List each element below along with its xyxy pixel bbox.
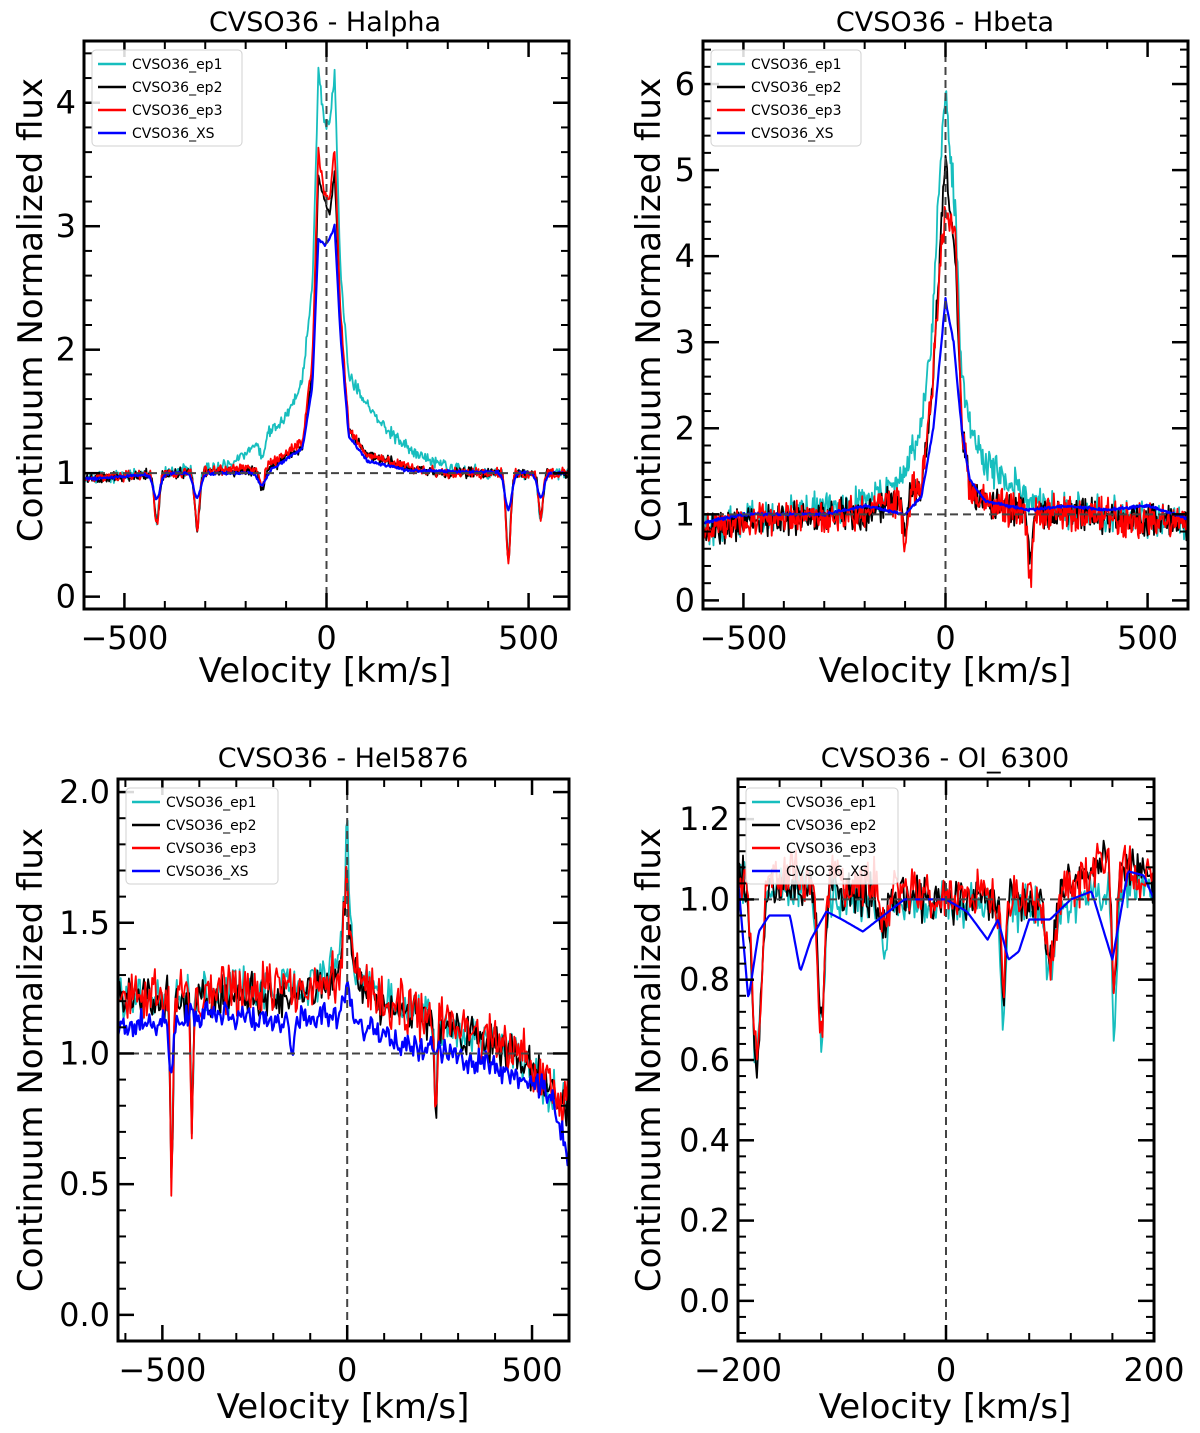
y-axis-label: Continuum Normalized flux [629,78,669,542]
legend-entry-label: CVSO36_ep1 [751,57,841,73]
x-tick-label: 500 [1117,619,1178,657]
y-tick-label: 4 [56,84,76,122]
y-tick-label: 6 [675,65,695,103]
plot-area: −500 0 50001234CVSO36_ep1CVSO36_ep2CVSO36_… [56,39,571,657]
x-axis-label: Velocity [km/s] [819,651,1072,691]
legend-box [125,787,279,885]
legend: CVSO36_ep1 CVSO36_ep2 CVSO36_ep3 CVSO36_XS [745,787,899,885]
y-tick-label: 1.2 [679,800,730,838]
panel-title: CVSO36 - Halpha [209,7,441,38]
panel-oi6300: CVSO36 - OI_6300 −200 0 200 0.0 0.2 0.4 0.6 0.8… [629,743,1185,1427]
y-tick-label: 3 [56,207,76,245]
panel-title: CVSO36 - HeI5876 [218,743,469,774]
legend-entry-label: CVSO36_XS [786,864,869,880]
y-tick-label: 2.0 [59,773,110,811]
y-tick-label: 2 [56,331,76,369]
legend-entry-label: CVSO36_ep3 [751,103,841,119]
panel-halpha: CVSO36 - Halpha −500 0 50001234CVSO36_ep1C… [11,7,571,691]
panel-hbeta: CVSO36 - Hbeta −500 0 5000123456CVSO36_ep1… [629,7,1190,691]
y-tick-label: 0.0 [679,1282,730,1320]
legend-entry-label: CVSO36_XS [751,126,834,142]
y-axis-label: Continuum Normalized flux [11,828,51,1292]
y-tick-label: 4 [675,237,695,275]
y-tick-label: 5 [675,151,695,189]
x-tick-label: 500 [498,619,559,657]
y-tick-label: 0.0 [59,1296,110,1334]
legend-box [745,787,899,885]
series-line-CVSO36_XS [118,980,569,1167]
legend-entry-label: CVSO36_ep2 [751,80,841,96]
legend: CVSO36_ep1 CVSO36_ep2 CVSO36_ep3 CVSO36_XS [125,787,279,885]
plot-area: −500 0 5000123456CVSO36_ep1CVSO36_ep2CVSO3… [675,39,1190,657]
y-axis-label: Continuum Normalized flux [11,78,51,542]
legend-entry-label: CVSO36_ep2 [132,80,222,96]
x-tick-label: 0 [337,1351,357,1389]
y-tick-label: 0 [675,581,695,619]
x-tick-label: 0 [935,619,955,657]
legend: CVSO36_ep1 CVSO36_ep2 CVSO36_ep3 CVSO36_XS [91,49,243,147]
y-tick-label: 0.8 [679,961,730,999]
y-axis-label: Continuum Normalized flux [629,828,669,1292]
y-tick-label: 3 [675,323,695,361]
x-tick-label: −500 [80,619,168,657]
x-tick-label: 0 [316,619,336,657]
x-axis-label: Velocity [km/s] [819,1387,1072,1427]
legend-entry-label: CVSO36_ep1 [786,795,876,811]
legend-box [710,49,862,147]
y-tick-label: 1 [56,454,76,492]
legend-entry-label: CVSO36_ep2 [166,818,256,834]
x-tick-label: −200 [694,1351,782,1389]
y-tick-label: 0.5 [59,1165,110,1203]
y-tick-label: 0.6 [679,1041,730,1079]
legend-entry-label: CVSO36_ep3 [786,841,876,857]
legend-entry-label: CVSO36_ep3 [132,103,222,119]
y-tick-label: 0.2 [679,1202,730,1240]
x-tick-label: −500 [118,1351,206,1389]
y-tick-label: 2 [675,409,695,447]
series-group [118,819,569,1197]
panel-title: CVSO36 - Hbeta [836,7,1054,38]
x-tick-label: 500 [501,1351,562,1389]
legend: CVSO36_ep1 CVSO36_ep2 CVSO36_ep3 CVSO36_XS [710,49,862,147]
panel-hei5876: CVSO36 - HeI5876 −500 0 500 0.0 0.5 1.0 1.5 2.0… [11,743,571,1427]
legend-entry-label: CVSO36_XS [132,126,215,142]
y-tick-label: 1.0 [679,880,730,918]
axes-frame [116,777,571,1343]
legend-entry-label: CVSO36_ep3 [166,841,256,857]
legend-entry-label: CVSO36_ep1 [132,57,222,73]
legend-box [91,49,243,147]
x-tick-label: 200 [1123,1351,1184,1389]
y-tick-label: 0.4 [679,1121,730,1159]
legend-entry-label: CVSO36_ep2 [786,818,876,834]
legend-entry-label: CVSO36_XS [166,864,249,880]
y-tick-label: 1 [675,495,695,533]
x-axis-label: Velocity [km/s] [199,651,452,691]
x-tick-label: 0 [936,1351,956,1389]
y-tick-label: 1.5 [59,904,110,942]
series-line-CVSO36_ep3 [118,865,569,1197]
panel-title: CVSO36 - OI_6300 [821,743,1069,774]
y-tick-label: 0 [56,578,76,616]
y-tick-label: 1.0 [59,1034,110,1072]
legend-entry-label: CVSO36_ep1 [166,795,256,811]
x-axis-label: Velocity [km/s] [217,1387,470,1427]
x-tick-label: −500 [699,619,787,657]
